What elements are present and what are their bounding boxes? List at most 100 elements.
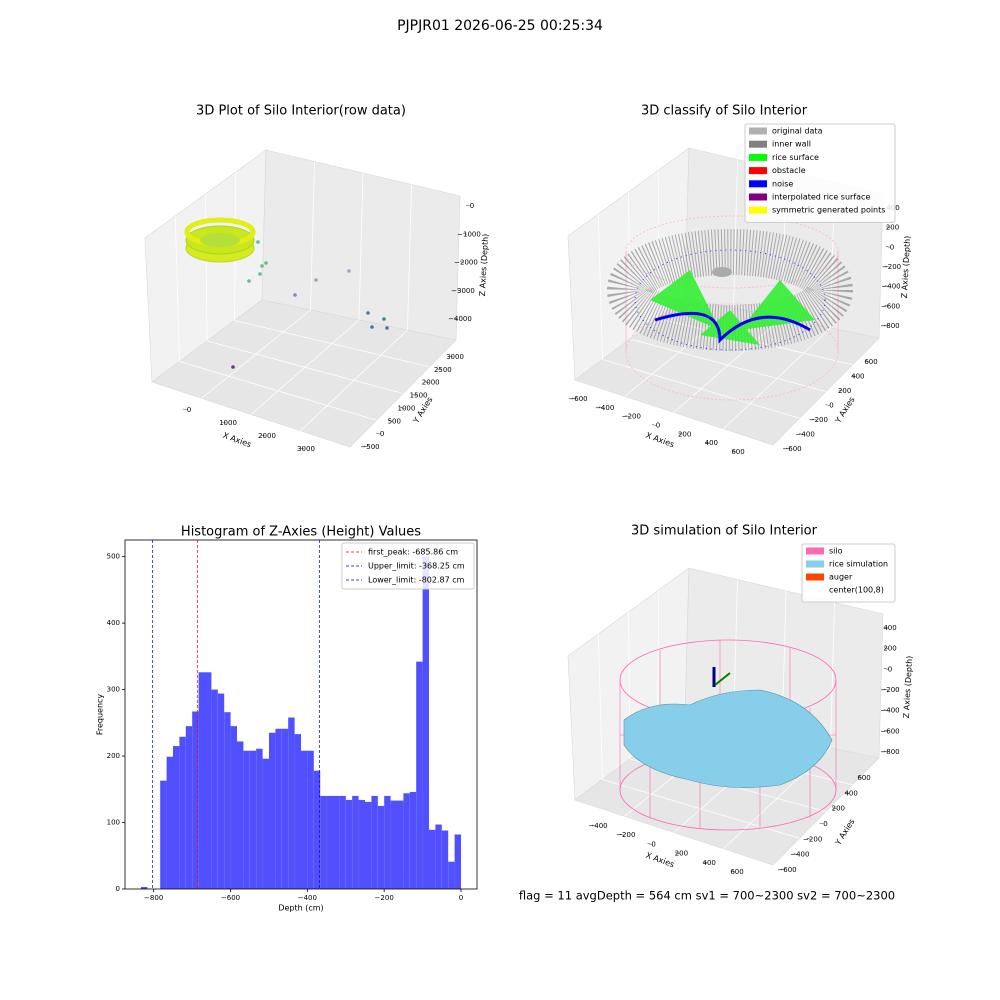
legend-label: inner wall bbox=[772, 140, 811, 149]
y-tick-label: 400 bbox=[107, 619, 120, 627]
bar bbox=[281, 728, 289, 889]
pane-grid bbox=[723, 327, 831, 430]
z-tick-label: −200 bbox=[880, 686, 899, 694]
pane-grid bbox=[310, 161, 315, 311]
tick-mark bbox=[845, 792, 850, 794]
z-tick-label: −400 bbox=[881, 283, 900, 291]
axis-label: Y Axies bbox=[833, 395, 857, 425]
z-tick-label: −800 bbox=[880, 748, 899, 756]
tick-mark bbox=[675, 852, 680, 854]
footer: flag = 11 avgDepth = 564 cm sv1 = 700~23… bbox=[519, 889, 895, 903]
bar bbox=[441, 830, 449, 889]
floor-pane bbox=[151, 299, 457, 448]
tick-mark bbox=[647, 843, 652, 845]
y-tick-label: 300 bbox=[107, 686, 120, 694]
y-tick-label: 200 bbox=[107, 752, 120, 760]
bar bbox=[256, 748, 263, 889]
legend-swatch bbox=[806, 547, 824, 555]
legend-label: rice simulation bbox=[829, 560, 888, 569]
y-tick-label: 100 bbox=[107, 819, 120, 827]
pane-grid bbox=[250, 319, 360, 415]
tick-mark bbox=[260, 434, 266, 437]
x-tick-label: −400 bbox=[298, 894, 317, 902]
tick-mark bbox=[883, 688, 889, 691]
x-tick-label: 2000 bbox=[258, 432, 276, 440]
bar bbox=[217, 693, 225, 889]
axis-label: X Axies bbox=[645, 851, 676, 870]
bar bbox=[211, 689, 218, 889]
bar bbox=[409, 791, 417, 889]
legend-box bbox=[744, 123, 896, 223]
legend-label: center(100,8) bbox=[829, 586, 884, 595]
bar bbox=[313, 770, 321, 889]
legend-swatch bbox=[749, 180, 767, 188]
tick-mark bbox=[812, 418, 817, 421]
z-tick-label: 200 bbox=[883, 645, 896, 653]
bar bbox=[179, 736, 186, 889]
pane-grid bbox=[597, 213, 603, 360]
point-cloud bbox=[184, 217, 389, 369]
legend-label: original data bbox=[772, 127, 823, 136]
pane-grid bbox=[830, 602, 835, 749]
x-tick-label: 200 bbox=[675, 850, 688, 858]
tick-mark bbox=[456, 289, 462, 292]
x-tick-label: 3000 bbox=[297, 445, 315, 453]
tick-mark bbox=[884, 285, 890, 287]
tick-mark bbox=[182, 408, 188, 411]
legend-swatch bbox=[806, 586, 824, 594]
bar bbox=[403, 793, 410, 889]
z-tick-label: 0 bbox=[890, 243, 894, 251]
auger bbox=[714, 672, 731, 686]
bar bbox=[141, 887, 148, 889]
x-tick-label: −400 bbox=[595, 404, 614, 412]
x-tick-label: −600 bbox=[568, 395, 587, 403]
bar bbox=[352, 795, 359, 889]
bar bbox=[339, 795, 346, 889]
tick-mark bbox=[851, 375, 856, 377]
z-tick-label: 0 bbox=[470, 202, 474, 210]
legend-label: obstacle bbox=[772, 166, 806, 175]
tick-mark bbox=[832, 807, 837, 809]
y-tick-label: 600 bbox=[864, 358, 877, 366]
rice-simulation bbox=[623, 689, 833, 788]
y-tick-label: −200 bbox=[803, 835, 822, 843]
bar bbox=[333, 795, 340, 889]
tick-mark bbox=[857, 776, 863, 779]
x-tick-label: 400 bbox=[703, 859, 716, 867]
pane-grid bbox=[300, 329, 408, 432]
legend-swatch bbox=[749, 127, 767, 135]
y-tick-label: 200 bbox=[838, 387, 851, 395]
z-tick-label: −400 bbox=[880, 707, 899, 715]
legend-label: silo bbox=[829, 547, 843, 556]
y-tick-label: −200 bbox=[809, 416, 828, 424]
tick-mark bbox=[825, 404, 830, 406]
z-tick-label: −1000 bbox=[457, 230, 481, 238]
y-tick-label: 600 bbox=[857, 774, 870, 782]
pane-grid bbox=[733, 159, 738, 309]
rice-surface bbox=[650, 270, 815, 345]
legend-swatch bbox=[749, 140, 767, 148]
tick-mark bbox=[883, 647, 889, 649]
chart-title: 3D classify of Silo Interior bbox=[641, 104, 808, 119]
tick-mark bbox=[299, 447, 305, 450]
z-tick-label: 400 bbox=[883, 624, 896, 632]
tick-mark bbox=[400, 407, 405, 409]
simulation bbox=[619, 639, 837, 831]
tick-mark bbox=[363, 445, 369, 448]
legend-label: Upper_limit: -368.25 cm bbox=[368, 562, 465, 571]
legend-swatch bbox=[749, 206, 767, 214]
y-tick-label: 400 bbox=[844, 789, 857, 797]
x-tick-label: 600 bbox=[730, 868, 743, 876]
legend-label: symmetric generated points bbox=[772, 206, 885, 215]
x-tick-label: −200 bbox=[375, 894, 394, 902]
inner-wall bbox=[607, 229, 853, 351]
tick-mark bbox=[436, 368, 441, 371]
bar bbox=[365, 801, 372, 889]
chart-title: Histogram of Z-Axies (Height) Values bbox=[181, 525, 421, 540]
chart-title: 3D simulation of Silo Interior bbox=[631, 524, 818, 539]
bar bbox=[275, 728, 282, 889]
bar bbox=[384, 795, 391, 889]
pane-grid bbox=[205, 193, 208, 342]
y-tick-label: −600 bbox=[782, 445, 801, 453]
bar bbox=[429, 829, 436, 889]
